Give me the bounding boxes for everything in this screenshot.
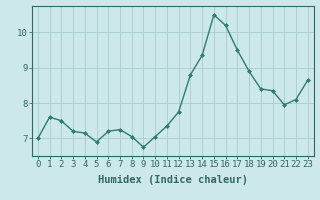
X-axis label: Humidex (Indice chaleur): Humidex (Indice chaleur) bbox=[98, 175, 248, 185]
